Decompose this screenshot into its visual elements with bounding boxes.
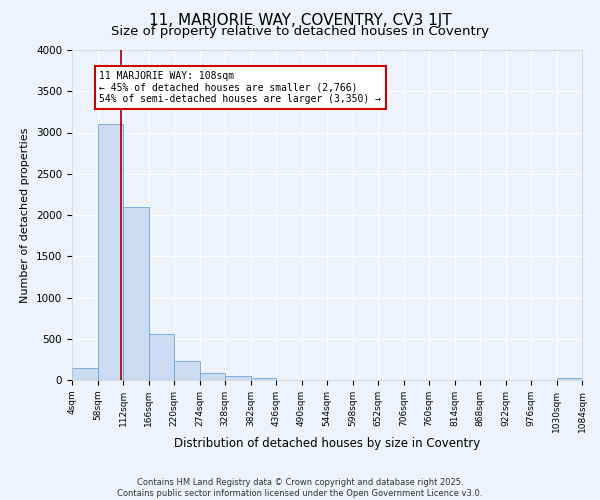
Bar: [97, 124, 123, 380]
Bar: [174, 361, 199, 380]
Bar: [225, 376, 251, 380]
Y-axis label: Number of detached properties: Number of detached properties: [20, 128, 31, 302]
Text: Contains HM Land Registry data © Crown copyright and database right 2025.
Contai: Contains HM Land Registry data © Crown c…: [118, 478, 482, 498]
Text: 11, MARJORIE WAY, COVENTRY, CV3 1JT: 11, MARJORIE WAY, COVENTRY, CV3 1JT: [149, 12, 451, 28]
Bar: [251, 378, 276, 380]
Bar: [123, 207, 149, 380]
Bar: [200, 374, 225, 380]
Bar: [72, 368, 97, 380]
Text: Size of property relative to detached houses in Coventry: Size of property relative to detached ho…: [111, 25, 489, 38]
Bar: [149, 334, 174, 380]
Text: 11 MARJORIE WAY: 108sqm
← 45% of detached houses are smaller (2,766)
54% of semi: 11 MARJORIE WAY: 108sqm ← 45% of detache…: [100, 70, 382, 104]
Bar: [557, 378, 582, 380]
X-axis label: Distribution of detached houses by size in Coventry: Distribution of detached houses by size …: [174, 438, 480, 450]
